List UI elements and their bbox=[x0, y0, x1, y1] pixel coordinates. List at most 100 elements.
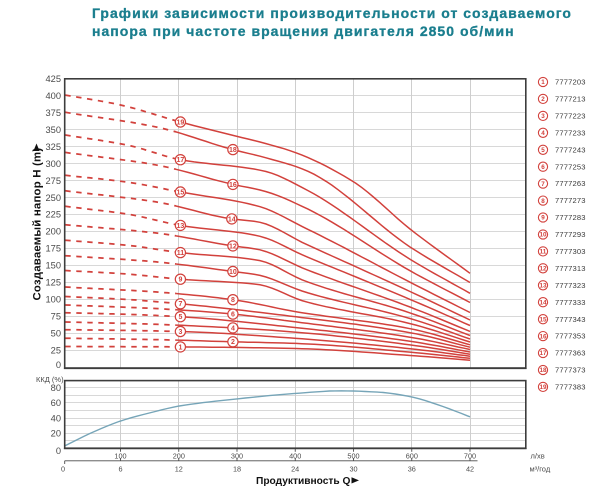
svg-text:12: 12 bbox=[539, 266, 547, 273]
svg-text:13: 13 bbox=[177, 223, 185, 230]
svg-text:200: 200 bbox=[45, 227, 61, 237]
svg-text:Продуктивность Q: Продуктивность Q bbox=[256, 476, 350, 487]
svg-text:Создаваемый напор H (m): Создаваемый напор H (m) bbox=[32, 148, 44, 301]
svg-text:4: 4 bbox=[231, 325, 235, 332]
svg-text:11: 11 bbox=[540, 249, 547, 256]
svg-text:7777243: 7777243 bbox=[555, 145, 586, 154]
svg-text:300: 300 bbox=[231, 451, 243, 460]
svg-text:16: 16 bbox=[229, 182, 237, 189]
svg-text:30: 30 bbox=[349, 464, 357, 473]
svg-text:6: 6 bbox=[118, 464, 122, 473]
svg-text:400: 400 bbox=[45, 91, 61, 101]
svg-text:225: 225 bbox=[45, 210, 61, 220]
svg-text:20: 20 bbox=[51, 429, 61, 439]
svg-text:500: 500 bbox=[347, 451, 359, 460]
svg-text:50: 50 bbox=[51, 328, 61, 338]
svg-text:10: 10 bbox=[229, 269, 237, 276]
svg-text:18: 18 bbox=[229, 147, 237, 154]
svg-text:4: 4 bbox=[541, 130, 545, 137]
svg-text:42: 42 bbox=[466, 464, 474, 473]
svg-text:1: 1 bbox=[541, 79, 545, 86]
svg-text:7777273: 7777273 bbox=[555, 196, 586, 205]
svg-text:14: 14 bbox=[539, 299, 547, 306]
svg-text:17: 17 bbox=[177, 157, 185, 164]
svg-text:6: 6 bbox=[541, 164, 545, 171]
svg-text:17: 17 bbox=[539, 350, 547, 357]
svg-text:3: 3 bbox=[178, 329, 182, 336]
svg-text:100: 100 bbox=[114, 451, 126, 460]
svg-text:400: 400 bbox=[289, 451, 301, 460]
svg-text:9: 9 bbox=[178, 277, 182, 284]
svg-text:125: 125 bbox=[45, 278, 61, 288]
svg-text:1: 1 bbox=[178, 344, 182, 351]
svg-text:100: 100 bbox=[45, 294, 61, 304]
svg-text:12: 12 bbox=[175, 464, 183, 473]
svg-text:16: 16 bbox=[539, 333, 547, 340]
svg-text:7777383: 7777383 bbox=[555, 383, 586, 392]
svg-text:7777203: 7777203 bbox=[555, 78, 586, 87]
svg-text:13: 13 bbox=[539, 283, 547, 290]
svg-text:200: 200 bbox=[173, 451, 185, 460]
svg-text:700: 700 bbox=[464, 451, 476, 460]
svg-text:7777313: 7777313 bbox=[555, 264, 586, 273]
svg-text:18: 18 bbox=[233, 464, 241, 473]
svg-text:0: 0 bbox=[56, 360, 61, 370]
svg-text:6: 6 bbox=[231, 312, 235, 319]
svg-text:7777353: 7777353 bbox=[555, 332, 586, 341]
svg-text:2: 2 bbox=[541, 96, 545, 103]
svg-text:275: 275 bbox=[45, 176, 61, 186]
svg-text:425: 425 bbox=[45, 74, 61, 84]
svg-text:7777283: 7777283 bbox=[555, 213, 586, 222]
svg-text:7777233: 7777233 bbox=[555, 128, 586, 137]
svg-text:12: 12 bbox=[229, 243, 237, 250]
svg-text:3: 3 bbox=[541, 113, 545, 120]
svg-text:7777333: 7777333 bbox=[555, 298, 586, 307]
svg-text:ККД (%): ККД (%) bbox=[36, 375, 64, 384]
svg-text:24: 24 bbox=[291, 464, 299, 473]
svg-text:м³/год: м³/год bbox=[530, 465, 551, 474]
svg-text:14: 14 bbox=[228, 216, 236, 223]
svg-text:40: 40 bbox=[51, 413, 61, 423]
svg-text:0: 0 bbox=[61, 464, 65, 473]
svg-text:7777363: 7777363 bbox=[555, 349, 586, 358]
svg-text:7777373: 7777373 bbox=[555, 366, 586, 375]
svg-text:36: 36 bbox=[408, 464, 416, 473]
svg-text:15: 15 bbox=[539, 316, 547, 323]
svg-text:7777293: 7777293 bbox=[555, 230, 586, 239]
svg-text:300: 300 bbox=[45, 159, 61, 169]
svg-text:325: 325 bbox=[45, 142, 61, 152]
svg-text:5: 5 bbox=[178, 314, 182, 321]
svg-text:19: 19 bbox=[177, 119, 185, 126]
svg-text:7777213: 7777213 bbox=[555, 95, 586, 104]
svg-text:7777253: 7777253 bbox=[555, 162, 586, 171]
svg-text:0: 0 bbox=[56, 446, 61, 456]
svg-text:7777303: 7777303 bbox=[555, 247, 586, 256]
svg-text:2: 2 bbox=[231, 339, 235, 346]
svg-text:7777323: 7777323 bbox=[555, 281, 586, 290]
svg-text:150: 150 bbox=[45, 261, 61, 271]
svg-text:175: 175 bbox=[45, 244, 61, 254]
svg-text:7777223: 7777223 bbox=[555, 112, 586, 121]
svg-text:75: 75 bbox=[51, 311, 61, 321]
svg-text:7777343: 7777343 bbox=[555, 315, 586, 324]
svg-text:11: 11 bbox=[177, 250, 185, 257]
svg-text:7: 7 bbox=[178, 301, 182, 308]
svg-text:25: 25 bbox=[51, 345, 61, 355]
svg-text:л/хв: л/хв bbox=[531, 452, 545, 461]
svg-text:80: 80 bbox=[51, 383, 61, 393]
svg-text:15: 15 bbox=[177, 189, 185, 196]
svg-text:375: 375 bbox=[45, 108, 61, 118]
svg-text:600: 600 bbox=[406, 451, 418, 460]
svg-text:18: 18 bbox=[539, 367, 547, 374]
svg-text:350: 350 bbox=[45, 125, 61, 135]
svg-text:8: 8 bbox=[231, 297, 235, 304]
svg-text:8: 8 bbox=[541, 198, 545, 205]
svg-text:5: 5 bbox=[541, 147, 545, 154]
svg-text:250: 250 bbox=[45, 193, 61, 203]
svg-text:60: 60 bbox=[51, 398, 61, 408]
svg-text:9: 9 bbox=[541, 215, 545, 222]
svg-text:19: 19 bbox=[539, 384, 547, 391]
svg-text:7: 7 bbox=[541, 181, 545, 188]
svg-text:7777263: 7777263 bbox=[555, 179, 586, 188]
svg-text:10: 10 bbox=[539, 232, 547, 239]
